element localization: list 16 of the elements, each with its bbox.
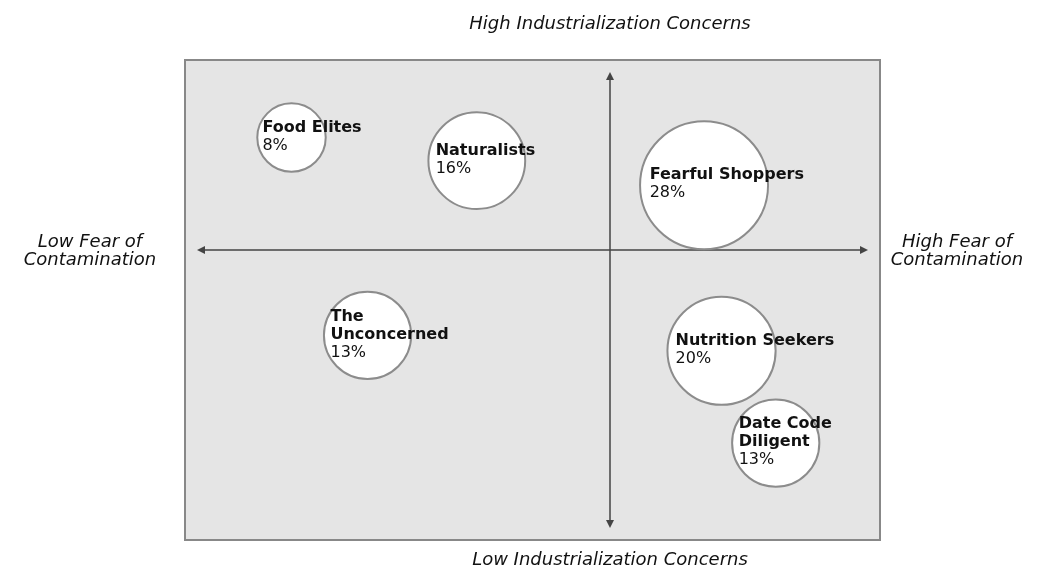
text: High Fear of Contamination [889, 230, 1025, 269]
text: High Industrialization Concerns [468, 12, 752, 33]
category-label: Date Code Diligent [738, 413, 832, 451]
text: Low Industrialization Concerns [471, 548, 749, 569]
category-label: Nutrition Seekers [675, 329, 835, 349]
data-label: 28% [649, 182, 686, 202]
data-label: 20% [675, 347, 712, 367]
category-label: The Unconcerned [330, 305, 449, 343]
data-label: 16% [435, 157, 472, 177]
data-label: 13% [738, 449, 775, 469]
category-label: Fearful Shoppers [649, 164, 804, 184]
data-label: 8% [262, 134, 288, 154]
category-label: Naturalists [435, 139, 536, 159]
text: Low Fear of Contamination [22, 230, 158, 269]
data-label: 13% [330, 341, 367, 361]
category-label: Food Elites [262, 116, 362, 136]
